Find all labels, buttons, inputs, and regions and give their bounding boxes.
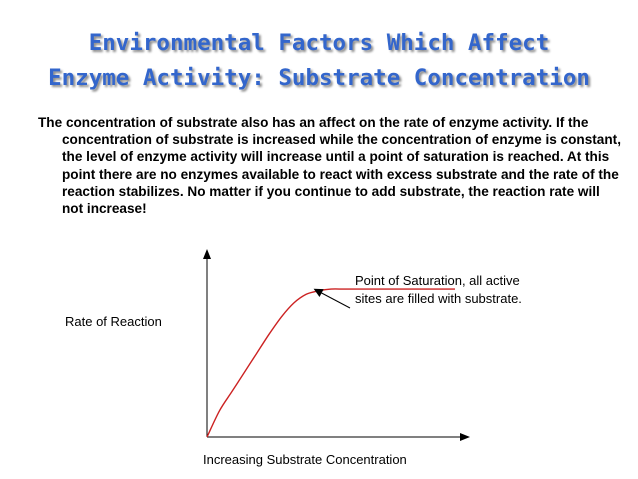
annotation: Point of Saturation, all active sites ar… bbox=[313, 273, 522, 309]
body-paragraph: The concentration of substrate also has … bbox=[38, 115, 621, 217]
annotation-arrow-line bbox=[321, 292, 351, 309]
x-axis-label: Increasing Substrate Concentration bbox=[203, 452, 407, 467]
annotation-arrowhead-icon bbox=[313, 288, 324, 297]
series-line bbox=[206, 288, 455, 438]
enzyme-rate-chart: Point of Saturation, all active sites ar… bbox=[65, 249, 522, 467]
y-axis bbox=[203, 249, 211, 437]
x-axis-arrow-icon bbox=[460, 433, 470, 441]
y-axis-arrow-icon bbox=[203, 249, 211, 259]
annotation-text-line-2: sites are filled with substrate. bbox=[355, 291, 522, 306]
y-axis-label: Rate of Reaction bbox=[65, 314, 162, 329]
annotation-text-line-1: Point of Saturation, all active bbox=[355, 273, 520, 288]
title-line-1: Environmental Factors Which Affect bbox=[88, 30, 550, 56]
slide-title: Environmental Factors Which Affect Enzym… bbox=[0, 26, 638, 96]
title-line-2: Enzyme Activity: Substrate Concentration bbox=[48, 65, 590, 91]
x-axis bbox=[207, 433, 470, 441]
